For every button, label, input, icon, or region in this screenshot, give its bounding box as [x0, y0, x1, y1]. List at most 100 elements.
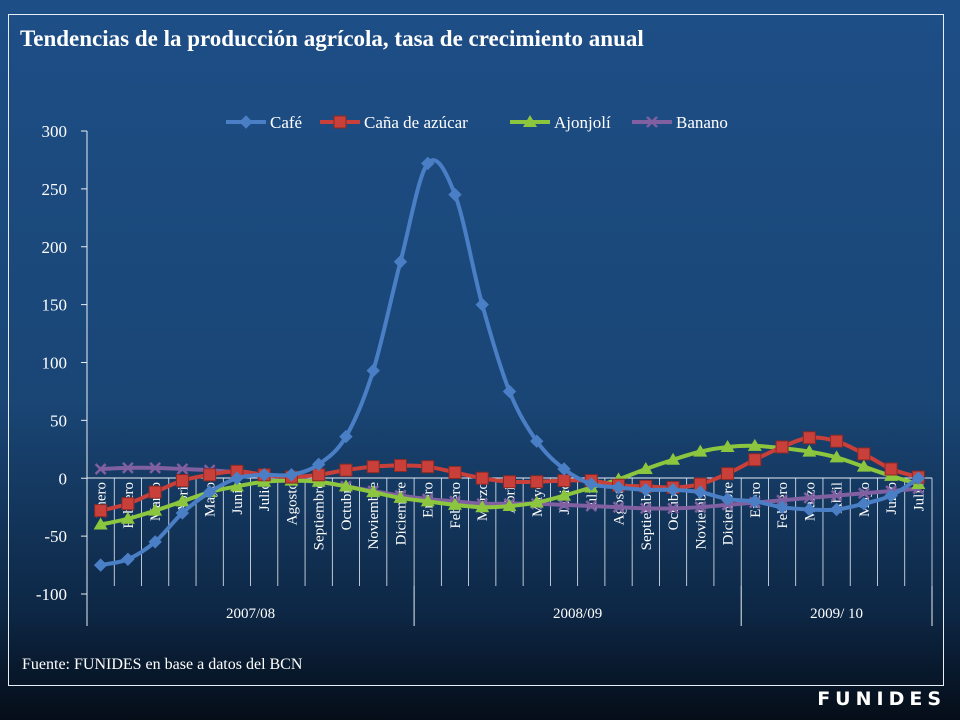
data-point: [776, 494, 788, 507]
data-point: [775, 500, 789, 514]
data-point: [884, 462, 898, 476]
group-label: 2009/ 10: [810, 606, 863, 622]
legend-marker: [333, 115, 347, 129]
chart-frame: [8, 14, 944, 686]
data-point: [421, 156, 435, 171]
data-point: [148, 535, 162, 549]
data-point: [502, 384, 517, 399]
category-label: Noviembre: [366, 482, 382, 550]
data-point: [311, 457, 326, 472]
data-point: [747, 438, 762, 451]
data-point: [694, 501, 707, 514]
series-0: [93, 156, 926, 572]
data-point: [175, 494, 190, 507]
data-point: [829, 450, 844, 463]
chart-title: Tendencias de la producción agrícola, ta…: [20, 26, 644, 51]
data-point: [557, 488, 572, 501]
data-point: [584, 477, 598, 491]
data-point: [721, 467, 735, 481]
data-point: [121, 552, 135, 566]
data-point: [530, 475, 544, 489]
data-point: [802, 431, 816, 445]
data-point: [530, 434, 544, 448]
category-label: Agosto: [284, 482, 300, 525]
data-point: [120, 511, 135, 524]
group-label: 2008/09: [553, 606, 602, 622]
data-point: [475, 471, 489, 485]
data-point: [830, 489, 843, 502]
data-point: [393, 490, 408, 503]
data-point: [638, 461, 653, 474]
data-point: [802, 444, 817, 457]
data-point: [857, 447, 871, 461]
data-point: [829, 502, 844, 517]
data-point: [803, 492, 816, 504]
data-point: [529, 495, 544, 508]
data-point: [448, 187, 462, 202]
data-point: [121, 497, 135, 511]
data-point: [557, 462, 571, 476]
data-point: [94, 504, 108, 518]
data-point: [775, 440, 789, 454]
legend-marker: [646, 116, 658, 128]
y-tick-label: -50: [44, 527, 67, 546]
data-point: [639, 483, 653, 497]
data-point: [475, 500, 490, 513]
data-point: [447, 497, 462, 510]
data-point: [148, 503, 163, 516]
data-point: [366, 485, 381, 498]
data-point: [856, 459, 871, 472]
data-point: [639, 502, 652, 515]
data-point: [284, 468, 299, 482]
data-point: [884, 488, 898, 503]
category-label: Septiembre: [639, 482, 655, 551]
y-tick-label: 50: [50, 411, 67, 430]
legend-item: Café: [226, 113, 302, 132]
y-tick-label: 200: [42, 238, 68, 257]
legend-item: Caña de azúcar: [320, 113, 468, 132]
data-point: [175, 506, 190, 520]
category-label: Julio: [257, 482, 273, 511]
y-tick-label: 100: [42, 354, 68, 373]
category-label: Diciembre: [721, 482, 737, 546]
legend-item: Ajonjolí: [510, 113, 611, 132]
data-point: [558, 498, 570, 511]
data-point: [202, 485, 217, 499]
legend-label: Café: [270, 113, 302, 132]
y-tick-label: 250: [42, 180, 68, 199]
data-point: [748, 494, 762, 509]
data-point: [911, 471, 926, 485]
legend-marker: [523, 115, 537, 127]
category-label: Septiembre: [312, 482, 328, 551]
data-point: [720, 439, 735, 452]
data-point: [475, 297, 489, 312]
data-point: [339, 429, 353, 444]
data-point: [557, 474, 571, 488]
legend-label: Caña de azúcar: [364, 113, 468, 132]
data-point: [693, 485, 708, 499]
category-label: Agosto: [612, 482, 628, 525]
category-label: Noviembre: [693, 482, 709, 550]
data-point: [666, 452, 681, 465]
data-point: [93, 517, 108, 530]
data-point: [421, 460, 435, 474]
data-point: [94, 463, 107, 475]
data-point: [503, 475, 516, 489]
data-point: [393, 459, 407, 473]
data-point: [230, 471, 244, 485]
data-point: [666, 483, 680, 497]
data-point: [229, 479, 244, 492]
chart-legend: Café Caña de azúcar Ajonjolí Banano: [226, 113, 728, 132]
data-point: [175, 474, 189, 488]
chart-series: [93, 156, 926, 572]
data-point: [148, 485, 162, 499]
legend-marker: [239, 115, 253, 129]
data-point: [693, 444, 708, 457]
data-point: [502, 499, 517, 512]
brand-logo: FUNIDES: [817, 688, 946, 710]
data-point: [667, 502, 679, 515]
series-1: [94, 431, 925, 518]
data-point: [720, 492, 735, 506]
legend-item: Banano: [632, 113, 728, 132]
